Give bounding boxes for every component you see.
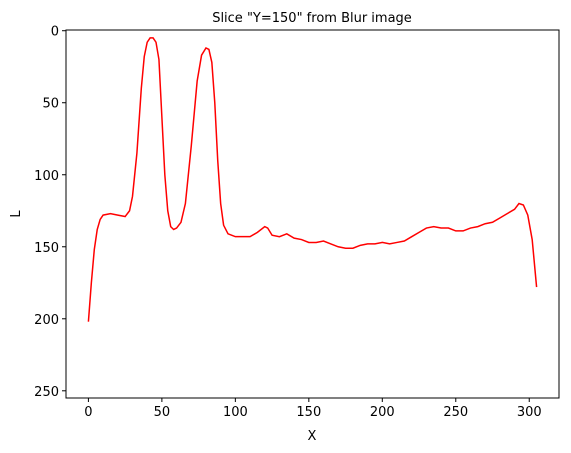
- x-tick-label: 0: [84, 405, 92, 420]
- x-tick-label: 200: [370, 405, 395, 420]
- y-axis-label: L: [9, 210, 24, 218]
- plot-frame: [65, 29, 560, 399]
- y-tick-label: 0: [51, 25, 59, 40]
- data-line: [87, 37, 538, 322]
- x-tick-label: 50: [154, 405, 171, 420]
- y-tick-label: 150: [34, 241, 59, 256]
- y-tick-label: 200: [34, 313, 59, 328]
- x-tick-label: 150: [296, 405, 321, 420]
- x-tick-label: 300: [517, 405, 542, 420]
- y-tick-label: 100: [34, 169, 59, 184]
- x-tick-label: 250: [443, 405, 468, 420]
- x-tick-label: 100: [223, 405, 248, 420]
- y-tick-label: 250: [34, 385, 59, 400]
- x-axis-label: X: [308, 429, 317, 444]
- chart-title: Slice "Y=150" from Blur image: [212, 11, 412, 26]
- y-tick-label: 50: [42, 97, 59, 112]
